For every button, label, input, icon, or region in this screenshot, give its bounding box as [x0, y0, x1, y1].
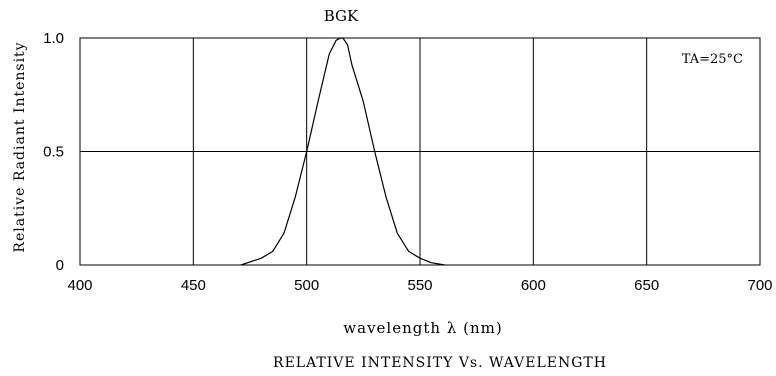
x-tick-label: 700	[747, 277, 772, 294]
x-tick-label: 600	[521, 277, 546, 294]
y-axis-label: Relative Radiant Intensity	[12, 41, 28, 252]
chart-title: BGK	[324, 7, 359, 25]
x-tick-label: 450	[181, 277, 206, 294]
x-tick-label: 500	[294, 277, 319, 294]
x-tick-labels: 400 450 500 550 600 650 700	[67, 277, 772, 294]
x-axis-label: wavelength λ (nm)	[343, 319, 502, 337]
y-tick-label: 0	[56, 257, 64, 274]
y-tick-label: 1.0	[43, 30, 64, 47]
y-tick-label: 0.5	[43, 144, 64, 161]
x-tick-label: 400	[67, 277, 92, 294]
x-tick-label: 550	[407, 277, 432, 294]
temperature-annotation: TA=25°C	[682, 52, 743, 67]
plot-frame	[79, 37, 761, 266]
series-layer	[240, 37, 446, 266]
x-tick-label: 650	[634, 277, 659, 294]
grid	[80, 38, 760, 265]
y-tick-labels: 0 0.5 1.0	[43, 30, 64, 274]
spectrum-line	[240, 37, 446, 266]
chart-caption: RELATIVE INTENSITY Vs. WAVELENGTH	[273, 355, 607, 371]
